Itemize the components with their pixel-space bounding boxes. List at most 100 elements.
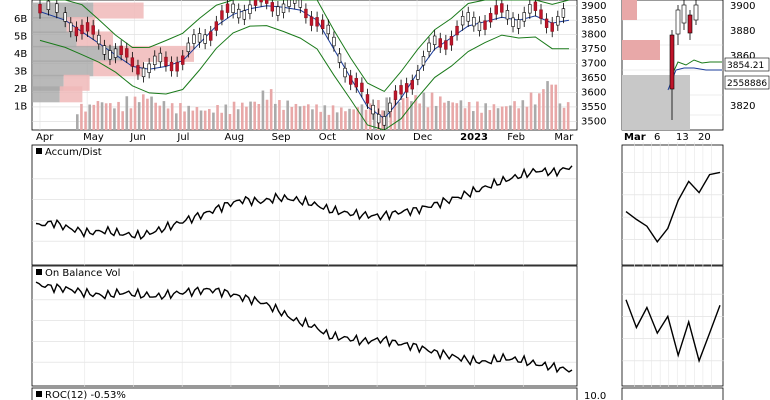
zoom-candle-body [669, 34, 675, 90]
volume-bar [187, 105, 190, 130]
candle-body [197, 33, 202, 43]
lower-band-line [39, 25, 570, 131]
candle-body [533, 1, 538, 11]
volume-bar [253, 101, 256, 130]
x-tick-label: Apr [36, 132, 54, 143]
main-x-axis: Apr May Jun Jul Aug Sep Oct Nov Dec 2023 Feb Mar [36, 132, 574, 143]
volume-bar [529, 92, 533, 130]
zoom-x-tick-label: 6 [654, 132, 660, 143]
x-tick-label: Mar [554, 132, 574, 143]
candle-body [516, 19, 521, 29]
volume-bar [492, 104, 496, 130]
volume-bar [455, 103, 459, 130]
zoom-candle-body [693, 4, 699, 21]
volume-bar [525, 106, 529, 130]
volume-bar [302, 105, 306, 130]
candle-body [354, 78, 358, 88]
volume-bar [414, 95, 417, 130]
volume-bar [133, 96, 137, 130]
volume-bar [170, 103, 174, 130]
volume-bar [505, 106, 508, 130]
accum-dist-zoom-line [625, 171, 721, 243]
candle-body [544, 18, 549, 28]
candle-body [320, 19, 325, 29]
vbp-bar-down [32, 86, 60, 103]
candle-body [382, 116, 386, 126]
x-tick-label: May [83, 132, 104, 143]
volume-bar [80, 103, 83, 130]
candle-body [528, 4, 532, 14]
zoom-y-tick-label: 3860 [730, 51, 755, 62]
candle-body [214, 21, 219, 31]
volume-bar [340, 107, 343, 130]
candle-body [410, 80, 414, 90]
accum-dist-zoom-frame [621, 144, 724, 266]
volume-bar [216, 105, 219, 130]
volume-bar [434, 105, 438, 130]
candle-body [108, 50, 112, 60]
volume-bar [203, 110, 207, 130]
volume-bar [323, 105, 327, 130]
volume-bar [278, 100, 281, 130]
volume-bar [348, 108, 351, 130]
candle-body [466, 12, 470, 22]
candle-body [242, 10, 247, 20]
volume-bar [513, 101, 516, 130]
candle-body [125, 48, 129, 58]
value-tag-label: 3854.21 [727, 61, 764, 71]
candle-body [270, 2, 275, 12]
candle-body [399, 85, 403, 95]
candle-body [494, 5, 498, 15]
zoom-candle-body [687, 14, 693, 34]
vbp-bar-down [32, 17, 67, 33]
volume-bar [84, 111, 87, 130]
volume-bar [546, 81, 549, 130]
x-tick-label: Jul [176, 132, 189, 143]
volume-bar [236, 109, 240, 130]
candle-body [449, 36, 454, 46]
obv-zoom-frame [621, 265, 724, 387]
volume-bar [208, 108, 211, 130]
volume-bar [521, 100, 525, 130]
volume-bar [368, 103, 372, 130]
y-tick-label: 3700 [581, 59, 606, 70]
candle-body [259, 0, 263, 3]
volume-bar [422, 92, 426, 130]
y-tick-label: 3900 [581, 1, 606, 12]
volume-bar [356, 107, 360, 130]
volume-bar [467, 101, 471, 130]
candle-body [158, 52, 163, 63]
vbp-bar-up [93, 2, 144, 19]
volume-bar [393, 98, 397, 130]
volume-bar [500, 106, 504, 130]
roc-y-tick: 10.0 [584, 391, 606, 400]
volume-bar [154, 102, 157, 130]
volume-bar [389, 105, 393, 130]
zoom-value-tags: 3854.21 2558886 [724, 57, 770, 90]
volume-bar [488, 110, 492, 130]
zoom-candle-body [675, 9, 681, 35]
zoom-y-tick-label: 3880 [730, 26, 755, 37]
volume-bar [228, 114, 232, 130]
candle-body [186, 42, 191, 52]
candle-body [276, 6, 280, 16]
volume-bar [538, 93, 541, 130]
candle-body [281, 3, 286, 13]
roc-marker [36, 391, 42, 397]
volume-bar [373, 110, 376, 130]
candle-body [147, 63, 151, 73]
volume-bar [274, 103, 277, 130]
volume-bar [158, 105, 162, 130]
candle-body [522, 12, 526, 22]
obv-frame [31, 265, 578, 387]
accum-dist-frame [31, 144, 578, 266]
volume-bar [364, 109, 368, 130]
x-tick-label: Oct [319, 132, 336, 143]
volume-bar [224, 104, 228, 130]
volume-bar [381, 110, 384, 130]
zoom-price-content [622, 0, 722, 130]
volume-bar [335, 112, 339, 130]
volume-axis: 6B 5B 4B 3B 2B 1B [14, 14, 27, 113]
candle-body [248, 4, 252, 14]
candle-body [388, 102, 392, 113]
